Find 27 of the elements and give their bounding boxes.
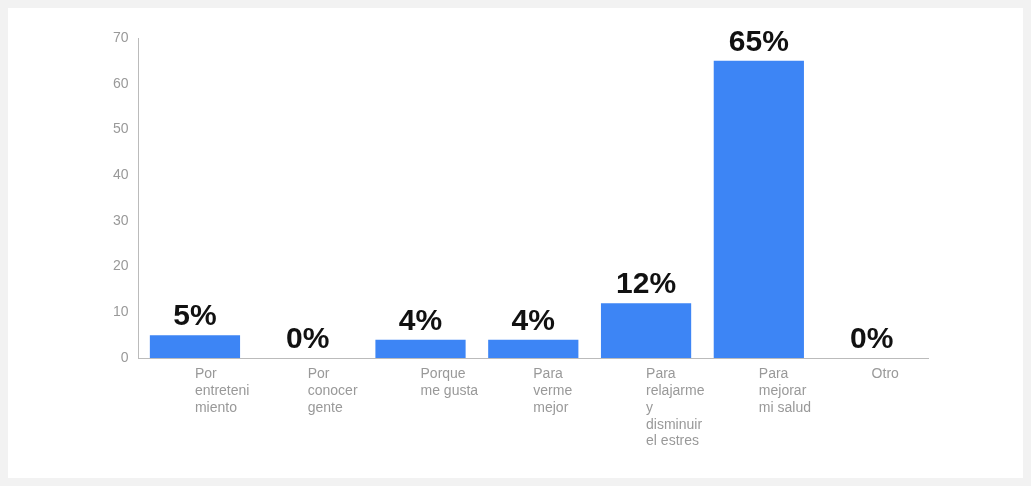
- data-label: 5%: [173, 298, 217, 332]
- data-label: 0%: [849, 321, 894, 355]
- y-tick-label: 40: [112, 166, 129, 182]
- data-label: 12%: [616, 266, 677, 300]
- data-label: 0%: [286, 321, 330, 355]
- data-label: 4%: [511, 302, 555, 336]
- x-tick-label: Para verme mejor: [533, 365, 573, 415]
- bar: [488, 339, 579, 358]
- x-tick-label: Otro: [871, 365, 900, 382]
- x-tick-label: Por entreteni miento: [194, 365, 250, 415]
- y-tick-label: 60: [112, 74, 129, 91]
- data-label: 65%: [728, 24, 789, 58]
- y-tick-label: 0: [120, 348, 129, 365]
- y-tick-label: 10: [112, 303, 129, 320]
- bar: [149, 335, 241, 358]
- x-tick-label: Por conocer gente: [307, 365, 358, 415]
- y-tick-label: 30: [112, 211, 129, 228]
- x-tick-label: Para relajarme y disminuir el estres: [646, 365, 705, 449]
- y-tick-label: 50: [112, 120, 129, 137]
- bar: [375, 339, 466, 358]
- y-tick-label: 20: [112, 257, 129, 274]
- x-tick-label: Para mejorar mi salud: [758, 365, 811, 415]
- bar: [713, 60, 804, 358]
- data-label: 4%: [398, 302, 443, 336]
- bar: [600, 303, 692, 358]
- x-tick-label: Porque me gusta: [420, 365, 479, 399]
- y-tick-label: 70: [112, 28, 129, 45]
